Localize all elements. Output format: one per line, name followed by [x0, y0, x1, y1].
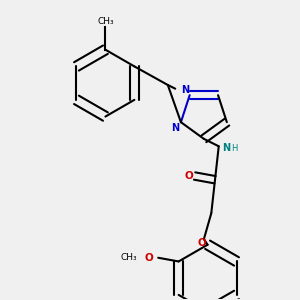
- Text: N: N: [171, 123, 179, 133]
- Text: N: N: [181, 85, 189, 94]
- Text: O: O: [198, 238, 206, 248]
- Text: CH₃: CH₃: [120, 253, 136, 262]
- Text: H: H: [231, 144, 237, 153]
- Text: O: O: [184, 171, 194, 181]
- Text: CH₃: CH₃: [97, 16, 114, 26]
- Text: O: O: [145, 253, 153, 263]
- Text: N: N: [222, 143, 231, 153]
